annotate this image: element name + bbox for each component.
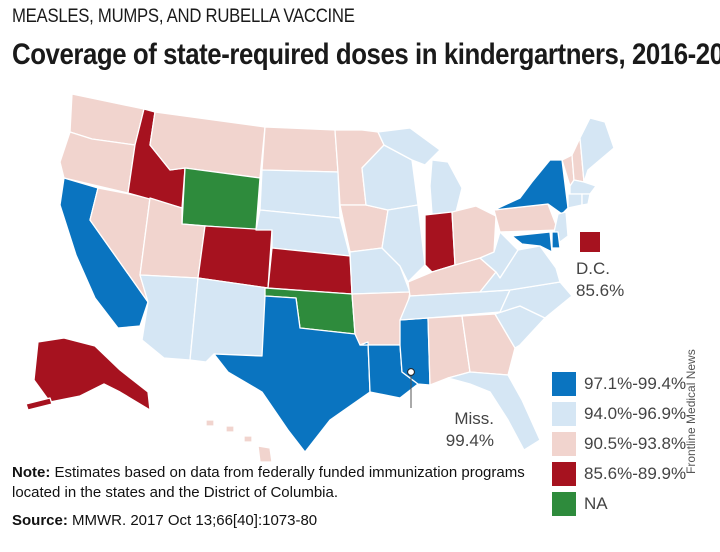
state-mi-lower [429, 159, 463, 215]
legend-swatch [552, 492, 576, 516]
miss-callout-name: Miss. [454, 409, 494, 428]
legend-item-na: NA [552, 492, 682, 516]
state-hi-kauai [205, 419, 215, 427]
state-tx [213, 295, 371, 453]
state-ks [267, 247, 353, 295]
note-text: Estimates based on data from federally f… [12, 464, 525, 501]
state-mo [349, 247, 411, 295]
state-co [197, 225, 273, 289]
dc-callout-name: D.C. [576, 259, 610, 278]
dc-callout-value: 85.6% [576, 281, 625, 300]
state-hi-big [257, 445, 273, 463]
note-label: Note: [12, 464, 51, 481]
legend-label: 94.0%-96.9% [584, 404, 687, 423]
state-hi-oahu [225, 425, 235, 433]
state-az [139, 274, 199, 361]
state-ak [33, 337, 151, 411]
legend-label: 85.6%-89.9% [584, 464, 687, 483]
state-mi [377, 127, 441, 166]
dc-swatch [580, 232, 600, 252]
legend-item-mid-high: 94.0%-96.9% [552, 402, 686, 426]
legend-swatch [552, 462, 576, 486]
state-ri [581, 193, 591, 206]
legend-label: NA [584, 494, 608, 513]
state-ct [567, 193, 583, 209]
page-title: Coverage of state-required doses in kind… [12, 38, 720, 71]
miss-callout-value: 99.4% [445, 431, 494, 450]
us-state-map [25, 93, 615, 463]
legend-item-high: 97.1%-99.4% [552, 372, 686, 396]
state-md [511, 231, 553, 253]
kicker: MEASLES, MUMPS, AND RUBELLA VACCINE [12, 6, 355, 27]
credit-line: Frontline Medical News [684, 349, 698, 474]
miss-callout: Miss. 99.4% [408, 408, 494, 452]
state-ma [569, 179, 597, 195]
dc-callout: D.C. 85.6% [576, 258, 624, 302]
legend-label: 90.5%-93.8% [584, 434, 687, 453]
state-ga [461, 313, 516, 376]
legend-swatch [552, 402, 576, 426]
state-in [424, 211, 456, 273]
source-label: Source: [12, 512, 68, 529]
legend-item-mid-low: 90.5%-93.8% [552, 432, 686, 456]
state-de [551, 231, 561, 249]
legend-label: 97.1%-99.4% [584, 374, 687, 393]
state-nd [261, 126, 339, 173]
source-line: Source: MMWR. 2017 Oct 13;66[40]:1073-80 [12, 512, 317, 529]
state-nm [189, 277, 269, 363]
legend-item-low: 85.6%-89.9% [552, 462, 686, 486]
state-me [579, 117, 615, 183]
legend-swatch [552, 372, 576, 396]
footnote: Note: Estimates based on data from feder… [12, 463, 572, 503]
legend-swatch [552, 432, 576, 456]
state-va [479, 245, 561, 293]
state-hi-maui [243, 435, 253, 443]
source-text: MMWR. 2017 Oct 13;66[40]:1073-80 [67, 512, 318, 529]
miss-marker [407, 368, 415, 376]
state-ny [493, 159, 569, 215]
state-ak-chain [25, 397, 53, 411]
state-fl [447, 371, 541, 451]
state-wy [181, 167, 261, 231]
